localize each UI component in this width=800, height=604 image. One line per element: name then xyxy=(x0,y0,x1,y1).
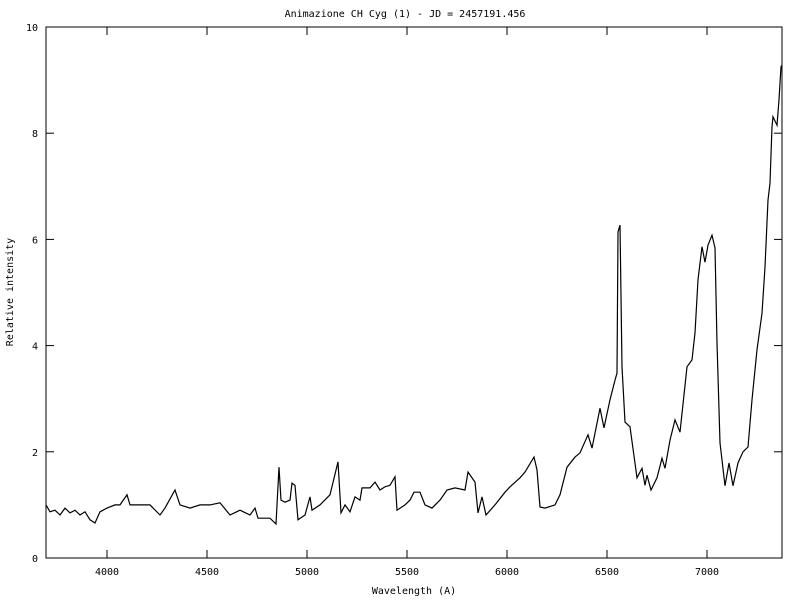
y-tick-label: 0 xyxy=(32,554,38,565)
plot-frame xyxy=(45,26,783,559)
y-tick-label: 2 xyxy=(32,448,38,459)
x-tick-label: 6000 xyxy=(495,567,519,578)
x-tick-label: 4000 xyxy=(95,567,119,578)
chart-title: Animazione CH Cyg (1) - JD = 2457191.456 xyxy=(285,9,526,20)
x-tick-label: 5500 xyxy=(395,567,419,578)
x-tick-label: 7000 xyxy=(695,567,719,578)
x-axis-label: Wavelength (A) xyxy=(372,586,456,597)
y-tick-label: 6 xyxy=(32,235,38,246)
y-tick-label: 10 xyxy=(26,23,38,34)
x-tick-label: 5000 xyxy=(295,567,319,578)
y-tick-label: 8 xyxy=(32,129,38,140)
x-axis: 4000 4500 5000 5500 6000 6500 7000 xyxy=(95,27,719,578)
y-tick-label: 4 xyxy=(32,342,38,353)
y-axis: 0 2 4 6 8 10 xyxy=(26,23,782,565)
x-tick-label: 6500 xyxy=(595,567,619,578)
spectrum-line xyxy=(45,64,783,526)
y-axis-label: Relative intensity xyxy=(5,238,16,346)
x-tick-label: 4500 xyxy=(195,567,219,578)
